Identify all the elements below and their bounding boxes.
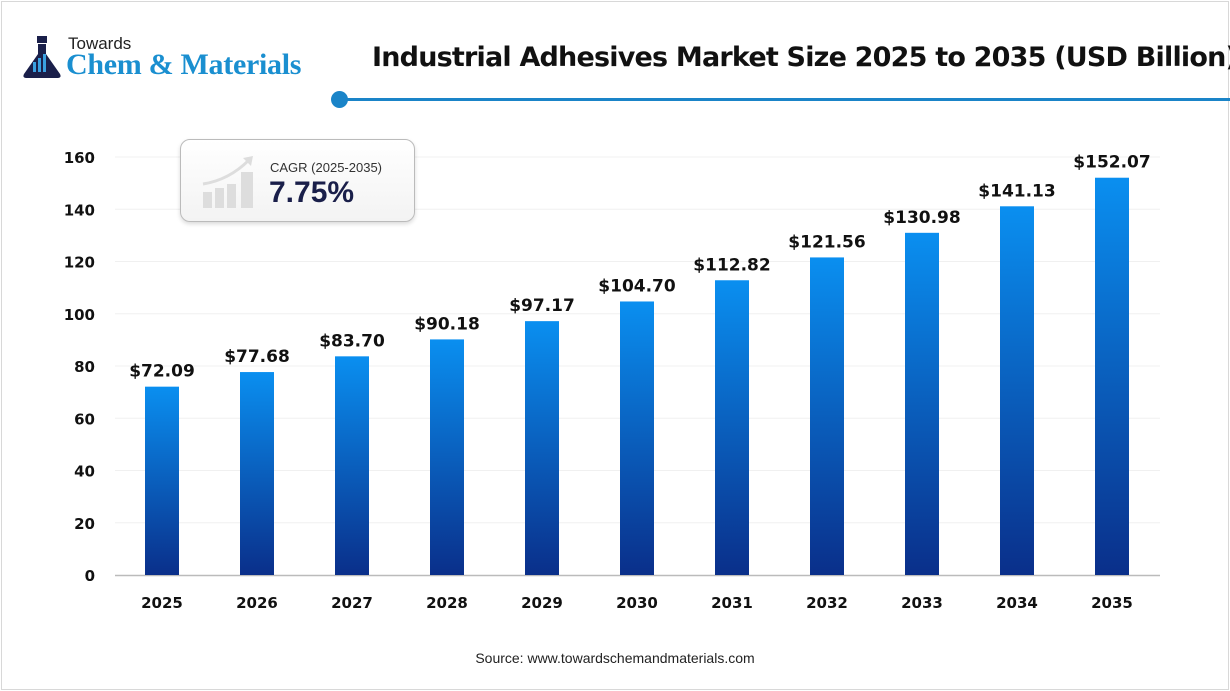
title-rule bbox=[340, 98, 1230, 101]
y-tick-label: 40 bbox=[74, 463, 95, 481]
bar-2029 bbox=[525, 321, 559, 575]
data-label: $112.82 bbox=[693, 255, 770, 275]
x-tick-label: 2027 bbox=[331, 594, 373, 612]
bar-2027 bbox=[335, 356, 369, 575]
data-label: $104.70 bbox=[598, 276, 676, 296]
x-tick-label: 2025 bbox=[141, 594, 183, 612]
brand-main: Chem & Materials bbox=[66, 48, 302, 81]
y-tick-label: 20 bbox=[74, 515, 95, 533]
data-label: $141.13 bbox=[978, 181, 1055, 201]
cagr-box: CAGR (2025-2035) 7.75% bbox=[180, 139, 415, 222]
y-tick-label: 0 bbox=[85, 567, 95, 585]
chart-title: Industrial Adhesives Market Size 2025 to… bbox=[372, 42, 1230, 73]
brand-top: Towards bbox=[68, 34, 132, 53]
source-note: Source: www.towardschemandmaterials.com bbox=[475, 650, 755, 666]
x-tick-label: 2032 bbox=[806, 594, 848, 612]
bar-2034 bbox=[1000, 206, 1034, 575]
x-tick-label: 2026 bbox=[236, 594, 278, 612]
x-tick-label: 2034 bbox=[996, 594, 1038, 612]
bar-2035 bbox=[1095, 177, 1129, 575]
y-tick-label: 80 bbox=[74, 358, 95, 376]
x-tick-label: 2035 bbox=[1091, 594, 1133, 612]
y-tick-label: 140 bbox=[64, 201, 95, 219]
title-rule-dot bbox=[331, 91, 348, 108]
bar-2033 bbox=[905, 232, 939, 575]
bar-2025 bbox=[145, 386, 179, 575]
bar-2032 bbox=[810, 257, 844, 575]
data-label: $97.17 bbox=[509, 296, 575, 316]
data-label: $77.68 bbox=[224, 347, 290, 367]
data-label: $72.09 bbox=[129, 362, 195, 382]
x-tick-label: 2029 bbox=[521, 594, 563, 612]
data-label: $152.07 bbox=[1073, 153, 1150, 173]
bar-2028 bbox=[430, 339, 464, 575]
data-label: $83.70 bbox=[319, 331, 385, 351]
cagr-label: CAGR (2025-2035) bbox=[270, 160, 382, 175]
bar-2031 bbox=[715, 280, 749, 575]
y-tick-label: 120 bbox=[64, 254, 95, 272]
data-label: $90.18 bbox=[414, 314, 480, 334]
x-tick-label: 2031 bbox=[711, 594, 753, 612]
x-tick-label: 2033 bbox=[901, 594, 943, 612]
data-label: $121.56 bbox=[788, 232, 865, 252]
cagr-value: 7.75% bbox=[269, 176, 355, 209]
flask-icon bbox=[23, 36, 61, 78]
y-tick-label: 60 bbox=[74, 410, 95, 428]
bar-2026 bbox=[240, 372, 274, 575]
data-label: $130.98 bbox=[883, 208, 960, 228]
x-tick-label: 2028 bbox=[426, 594, 468, 612]
bar-2030 bbox=[620, 301, 654, 575]
growth-chart-icon bbox=[202, 156, 253, 208]
x-tick-label: 2030 bbox=[616, 594, 658, 612]
y-tick-label: 160 bbox=[64, 149, 95, 167]
y-tick-label: 100 bbox=[64, 306, 95, 324]
